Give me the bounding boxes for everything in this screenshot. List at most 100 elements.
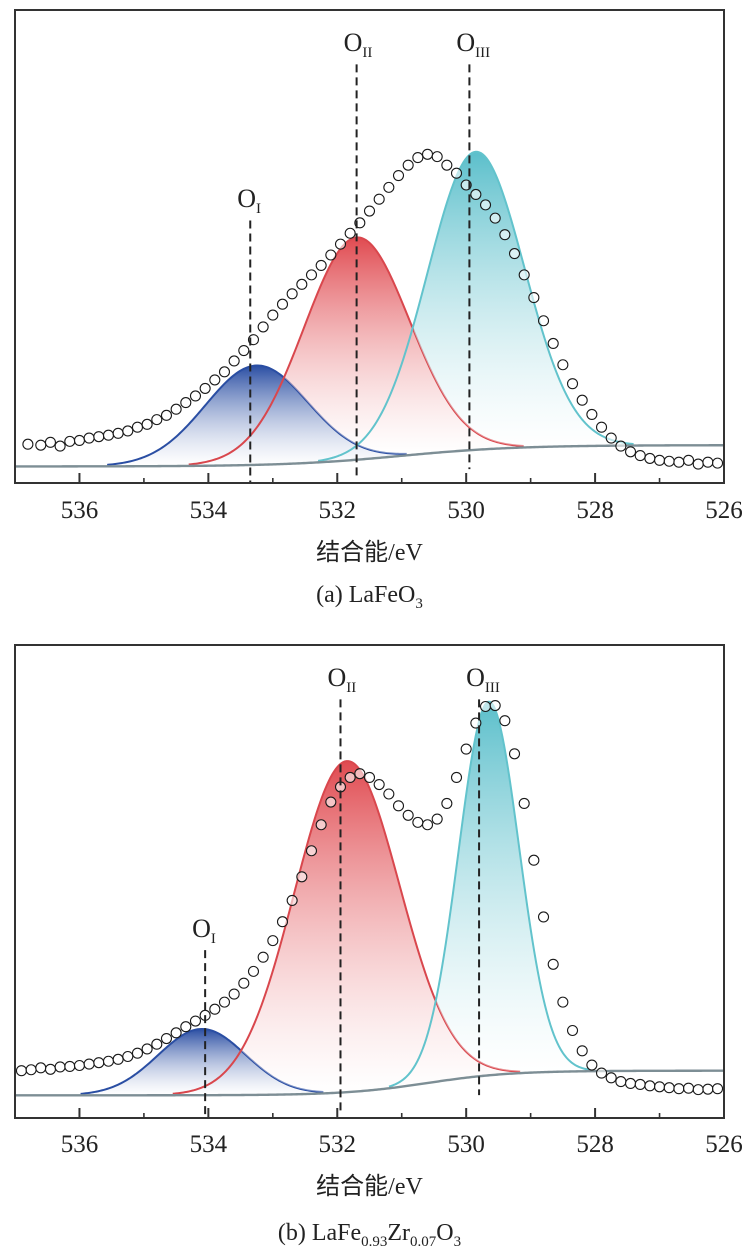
data-point [83, 1058, 95, 1070]
data-point [93, 1057, 105, 1069]
data-point [209, 1003, 221, 1015]
data-point [489, 212, 501, 224]
x-tick-label: 530 [447, 497, 485, 524]
data-point [93, 431, 105, 443]
data-point [170, 1027, 182, 1039]
peak-label-OIII: OIII [466, 663, 500, 696]
data-point [180, 397, 192, 409]
data-point [325, 249, 337, 261]
data-point [35, 439, 47, 451]
data-point [64, 435, 76, 447]
data-point [421, 148, 434, 160]
data-point [296, 278, 308, 290]
data-point [402, 159, 414, 171]
data-point [634, 450, 646, 462]
component-fill-OIII [436, 701, 616, 1072]
data-point [247, 965, 260, 977]
data-point [431, 151, 443, 163]
data-point [141, 418, 153, 430]
data-point [267, 309, 279, 321]
data-point [595, 1067, 608, 1079]
data-point [102, 1055, 115, 1067]
data-point [54, 1061, 66, 1073]
peak-label-OI: OI [192, 914, 216, 947]
data-point [547, 337, 559, 350]
data-point [363, 205, 376, 217]
x-tick-label: 530 [447, 1131, 485, 1158]
peak-label-base: O [456, 28, 475, 57]
data-point [547, 958, 559, 970]
x-axis-title: 结合能/eV [316, 1173, 423, 1200]
data-point [112, 427, 124, 439]
data-point [624, 446, 637, 458]
peak-label-OII: OII [327, 663, 356, 696]
data-point [15, 1065, 28, 1077]
peak-label-sub: I [256, 201, 261, 217]
plot-frame [14, 644, 725, 1119]
caption-prefix: (a) [316, 582, 349, 608]
data-point [238, 977, 250, 989]
plot-frame [14, 9, 725, 484]
data-point [160, 1032, 173, 1045]
x-tick-label: 532 [319, 497, 357, 524]
data-point [450, 771, 463, 783]
data-point [479, 199, 492, 211]
data-point [557, 359, 569, 371]
data-point [131, 1047, 144, 1059]
data-point [576, 1045, 588, 1057]
data-point [518, 797, 530, 810]
data-point [344, 227, 356, 239]
component-fill-OIII [413, 151, 678, 447]
data-point [711, 457, 724, 469]
data-point [489, 699, 501, 712]
component-fill-OI [55, 365, 459, 467]
data-point [305, 845, 318, 857]
data-point [325, 796, 337, 808]
data-point [441, 797, 453, 810]
data-point [634, 1078, 646, 1090]
data-point [663, 455, 675, 467]
peak-label-OII: OII [344, 28, 373, 61]
data-point [711, 1083, 724, 1095]
data-point [605, 432, 617, 444]
component-fill-OII [241, 761, 569, 1093]
data-point [160, 409, 173, 421]
component-line-OIII [388, 700, 590, 1088]
data-point [508, 248, 521, 260]
x-tick-label: 528 [576, 497, 614, 524]
x-tick-label: 528 [576, 1131, 614, 1158]
data-point [296, 871, 308, 883]
peak-label-OIII: OIII [456, 28, 490, 61]
data-point [141, 1043, 153, 1055]
data-point [218, 366, 231, 378]
data-point [566, 1024, 579, 1037]
data-point [276, 298, 289, 310]
data-point [83, 432, 95, 444]
data-point [315, 819, 327, 831]
x-tick-label: 536 [61, 1131, 99, 1158]
component-fill-OI [36, 1028, 368, 1096]
peak-label-base: O [466, 663, 485, 692]
data-point [383, 788, 395, 800]
panel-caption: (a) LaFeO3​ [316, 582, 423, 612]
data-point [576, 394, 588, 406]
data-point [238, 345, 250, 357]
x-tick-label: 534 [190, 1131, 228, 1158]
data-point [228, 988, 240, 1000]
data-point [653, 454, 666, 466]
peak-label-base: O [327, 663, 346, 692]
data-point [257, 951, 269, 963]
x-tick-label: 536 [61, 497, 99, 524]
data-point [22, 438, 34, 450]
data-point [122, 1050, 134, 1063]
plot-area [15, 148, 724, 470]
data-point [557, 996, 569, 1008]
data-point [479, 700, 492, 713]
data-point [653, 1081, 666, 1093]
background-line [15, 444, 724, 468]
data-point [392, 170, 405, 182]
peak-label-sub: II [362, 45, 372, 61]
data-point [54, 440, 66, 452]
